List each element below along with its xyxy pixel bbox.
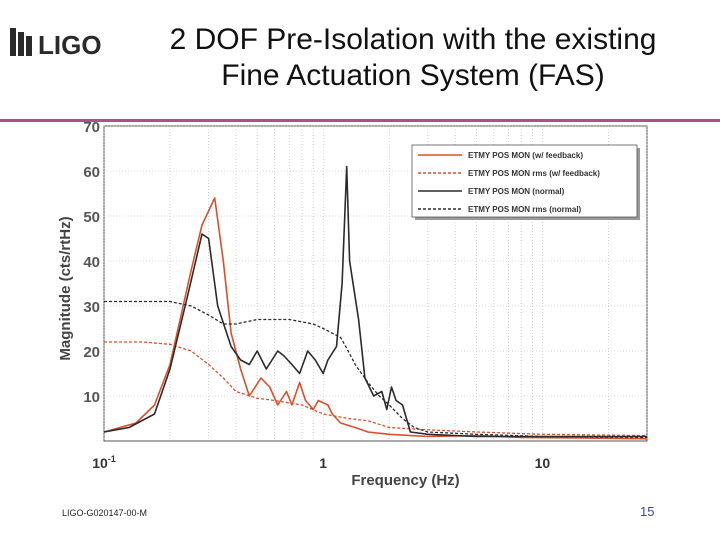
y-tick-label: 30 <box>83 299 100 316</box>
y-tick-label: 70 <box>83 119 100 136</box>
series-line-4 <box>104 300 648 439</box>
y-tick-label: 60 <box>83 164 100 181</box>
legend-label-2: ETMY POS MON rms (w/ feedback) <box>468 169 600 178</box>
ligo-logo: LIGO <box>10 28 102 60</box>
y-tick-label: 20 <box>83 344 100 361</box>
x-tick-label: 10-1 <box>92 454 116 471</box>
y-tick-label: 50 <box>83 209 100 226</box>
series-line-2 <box>104 341 648 437</box>
page-number: 15 <box>640 504 655 519</box>
ligo-logo-mark <box>10 28 32 56</box>
slide-title-line-2: Fine Actuation System (FAS) <box>221 59 605 92</box>
slide-title: 2 DOF Pre-Isolation with the existing Fi… <box>118 22 708 94</box>
slide-title-line-1: 2 DOF Pre-Isolation with the existing <box>169 23 657 56</box>
y-axis-label: Magnitude (cts/rtHz) <box>57 216 74 360</box>
legend-label-4: ETMY POS MON rms (normal) <box>468 205 582 214</box>
series-line-3 <box>103 165 647 438</box>
grid-lines <box>103 125 648 441</box>
x-tick-label: 10 <box>535 455 551 471</box>
title-divider <box>0 119 720 122</box>
legend-box <box>411 144 638 218</box>
y-tick-label: 40 <box>83 254 100 271</box>
series-line-1 <box>103 197 648 440</box>
document-id: LIGO-G020147-00-M <box>62 508 148 518</box>
legend-label-1: ETMY POS MON (w/ feedback) <box>468 151 583 160</box>
legend-label-3: ETMY POS MON (normal) <box>468 187 565 196</box>
x-tick-label: 1 <box>319 455 327 471</box>
x-axis-label: Frequency (Hz) <box>351 472 459 489</box>
x-tick-exponent: -1 <box>108 454 116 464</box>
chart-legend: ETMY POS MON (w/ feedback) ETMY POS MON r… <box>411 144 640 220</box>
ligo-logo-text: LIGO <box>38 30 102 60</box>
y-tick-label: 10 <box>83 389 100 406</box>
